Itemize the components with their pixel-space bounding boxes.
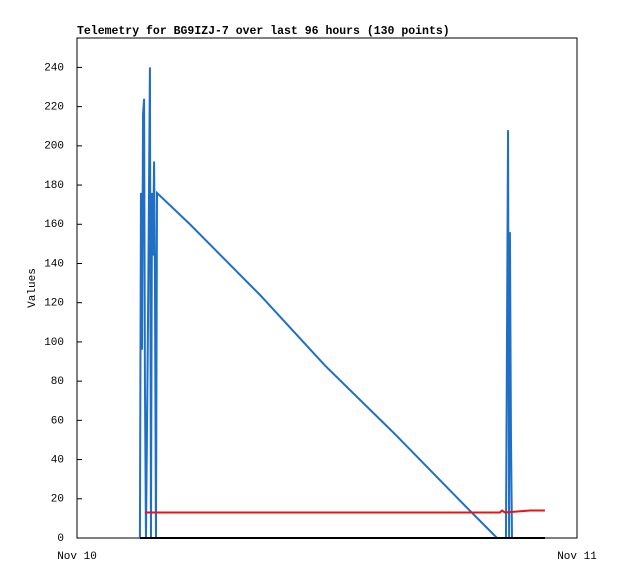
- x-tick-label: Nov 11: [557, 551, 597, 563]
- y-tick-label: 120: [44, 298, 64, 310]
- y-tick-label: 200: [44, 141, 64, 153]
- y-tick-label: 20: [51, 494, 64, 506]
- y-tick-label: 240: [44, 62, 64, 74]
- series-line: [144, 509, 545, 514]
- y-tick-label: 40: [51, 454, 64, 466]
- y-tick-label: 60: [51, 415, 64, 427]
- y-tick-label: 160: [44, 219, 64, 231]
- y-axis-label: Values: [27, 268, 39, 308]
- y-tick-label: 140: [44, 258, 64, 270]
- chart-title: Telemetry for BG9IZJ-7 over last 96 hour…: [77, 25, 450, 38]
- y-tick-label: 80: [51, 376, 64, 388]
- series-line: [138, 67, 513, 539]
- y-tick-label: 100: [44, 337, 64, 349]
- x-tick-label: Nov 10: [57, 551, 97, 563]
- y-tick-label: 0: [57, 533, 64, 545]
- y-tick-label: 220: [44, 102, 64, 114]
- y-tick-label: 180: [44, 180, 64, 192]
